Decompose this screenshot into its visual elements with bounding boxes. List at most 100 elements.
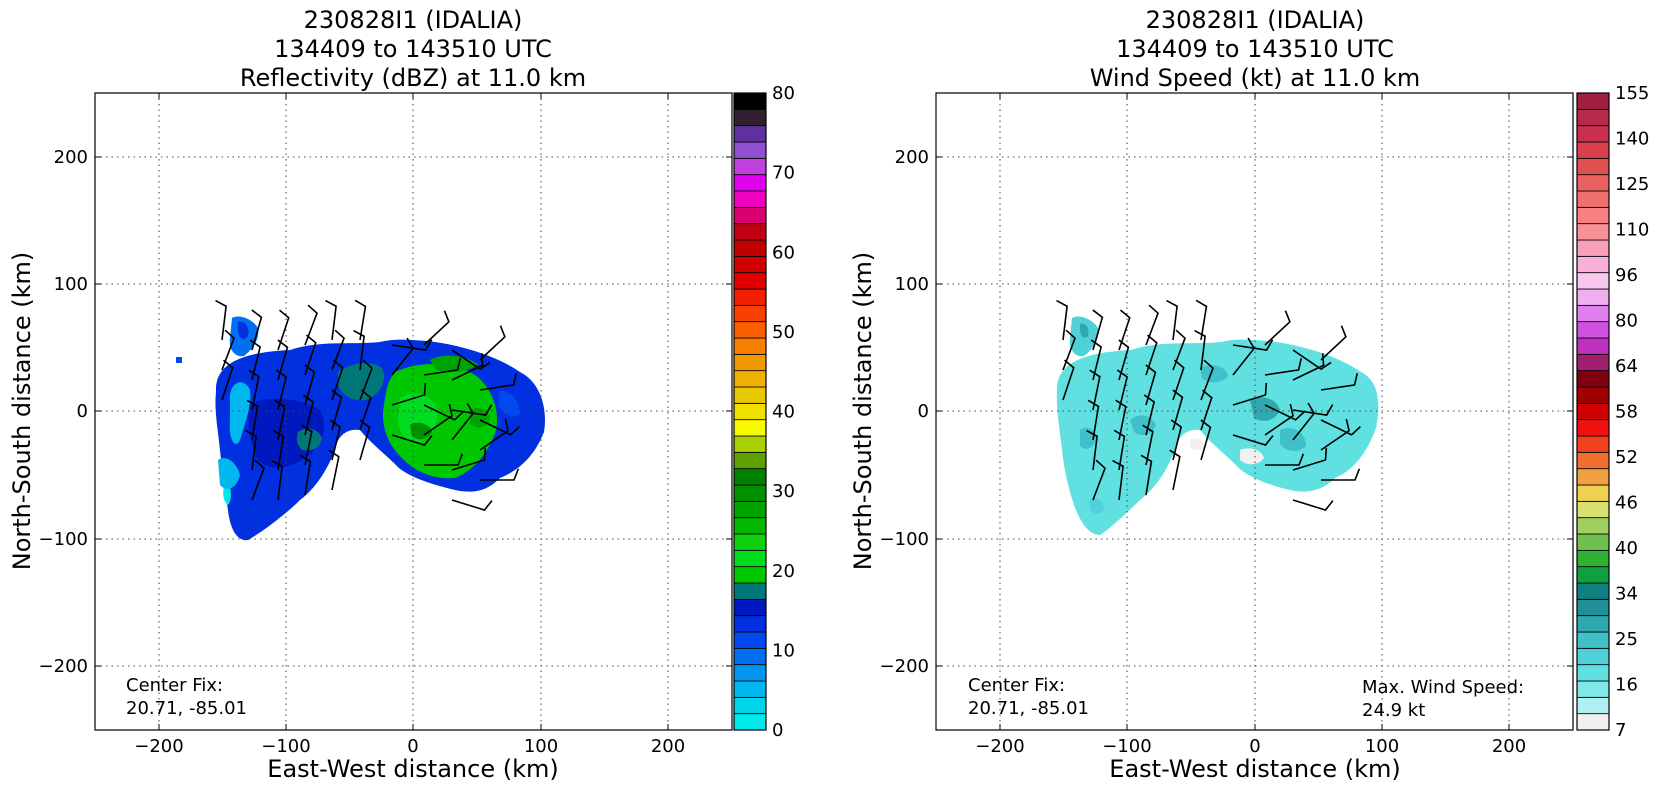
colorbar-segment bbox=[1576, 174, 1610, 192]
left-ytick-label: 0 bbox=[77, 401, 88, 422]
wind-barb bbox=[274, 399, 286, 441]
colorbar-segment bbox=[1576, 615, 1610, 633]
left-title-line-3: Reflectivity (dBZ) at 11.0 km bbox=[240, 64, 586, 92]
left-xtick-label: 200 bbox=[651, 736, 685, 757]
right-ytick-label: 200 bbox=[895, 147, 929, 168]
colorbar-segment bbox=[733, 402, 767, 421]
wind-barb bbox=[1200, 359, 1214, 401]
wind-barb bbox=[479, 418, 509, 451]
reflectivity-panel: 230828I1 (IDALIA) 134409 to 143510 UTC R… bbox=[8, 6, 795, 783]
right-ytick-label: −100 bbox=[880, 529, 929, 550]
wind-barb bbox=[1172, 359, 1185, 401]
wind-barb bbox=[1086, 429, 1098, 471]
left-echo-field bbox=[176, 316, 546, 541]
wind-barb bbox=[1232, 434, 1274, 446]
colorbar-segment bbox=[1576, 353, 1610, 372]
right-tick-marks bbox=[936, 93, 1573, 730]
wind-barb bbox=[1195, 299, 1208, 341]
colorbar-segment bbox=[733, 598, 767, 617]
wind-barb bbox=[1062, 329, 1076, 371]
wind-barb bbox=[451, 404, 493, 416]
right-xtick-label: 0 bbox=[1249, 736, 1260, 757]
colorbar-segment bbox=[1576, 386, 1610, 404]
colorbar-tick-label: 50 bbox=[772, 322, 795, 343]
wind-barb bbox=[359, 359, 373, 401]
right-xtick-label: −200 bbox=[975, 736, 1024, 757]
colorbar-segment bbox=[1576, 190, 1610, 208]
left-xtick-label: 100 bbox=[524, 736, 558, 757]
wind-barb bbox=[423, 310, 450, 346]
colorbar-segment bbox=[733, 451, 767, 470]
wind-barb bbox=[479, 373, 518, 391]
colorbar-segment bbox=[1576, 125, 1610, 143]
wind-barb bbox=[1232, 339, 1274, 351]
colorbar-segment bbox=[1576, 206, 1610, 225]
colorbar-segment bbox=[1576, 337, 1610, 355]
windspeed-panel: 230828I1 (IDALIA) 134409 to 143510 UTC W… bbox=[849, 6, 1649, 783]
colorbar-segment bbox=[733, 190, 767, 208]
wind-barb bbox=[1320, 325, 1347, 361]
colorbar-tick-label: 0 bbox=[772, 720, 783, 741]
windspeed-colorbar-ticks: 155 140 125 110 96 80 64 58 52 46 40 34 25 16 7 bbox=[1615, 83, 1649, 741]
wind-barb bbox=[301, 424, 313, 466]
left-ytick-label: 100 bbox=[54, 274, 88, 295]
left-center-fix-label: Center Fix: bbox=[126, 675, 223, 696]
colorbar-segment bbox=[1576, 631, 1610, 649]
colorbar-frame bbox=[733, 92, 767, 731]
wind-barb bbox=[1092, 309, 1104, 351]
reflectivity-colorbar bbox=[733, 92, 767, 731]
wind-barb bbox=[271, 459, 283, 501]
colorbar-segment bbox=[1576, 517, 1610, 535]
colorbar-frame bbox=[1576, 92, 1610, 731]
colorbar-tick-label: 7 bbox=[1615, 720, 1626, 741]
reflectivity-colorbar-ticks: 80 70 60 50 40 30 20 10 0 bbox=[772, 83, 795, 741]
colorbar-tick-label: 16 bbox=[1615, 675, 1638, 696]
right-xtick-label: 100 bbox=[1365, 736, 1399, 757]
wind-barb bbox=[1320, 373, 1359, 391]
colorbar-segment bbox=[733, 419, 767, 437]
colorbar-segment bbox=[733, 549, 767, 568]
right-title-line-1: 230828I1 (IDALIA) bbox=[1146, 6, 1365, 34]
colorbar-tick-label: 70 bbox=[772, 163, 795, 184]
colorbar-segment bbox=[733, 533, 767, 551]
colorbar-segment bbox=[1576, 304, 1610, 323]
left-y-axis-label: North-South distance (km) bbox=[8, 252, 36, 571]
wind-barb bbox=[1292, 404, 1334, 416]
wind-barb bbox=[1143, 394, 1156, 436]
wind-barb bbox=[424, 453, 464, 466]
colorbar-tick-label: 52 bbox=[1615, 447, 1638, 468]
colorbar-segment bbox=[733, 157, 767, 176]
right-xtick-label: −100 bbox=[1102, 736, 1151, 757]
wind-barb bbox=[423, 358, 462, 376]
wind-barb bbox=[221, 329, 235, 371]
wind-barb bbox=[1265, 453, 1305, 466]
colorbar-tick-label: 46 bbox=[1615, 493, 1638, 514]
colorbar-segment bbox=[733, 174, 767, 192]
colorbar-segment bbox=[733, 288, 767, 306]
wind-barb bbox=[1092, 459, 1106, 501]
wind-barb bbox=[1264, 403, 1294, 436]
wind-barb bbox=[251, 309, 263, 351]
colorbar-segment bbox=[1576, 566, 1610, 584]
colorbar-segment bbox=[1576, 484, 1610, 502]
wind-barb bbox=[1200, 389, 1213, 431]
colorbar-segment bbox=[1576, 321, 1610, 339]
colorbar-segment bbox=[1576, 223, 1610, 241]
wind-barb bbox=[1264, 404, 1305, 421]
right-ytick-label: 100 bbox=[895, 274, 929, 295]
right-wind-field bbox=[1056, 316, 1379, 535]
colorbar-tick-label: 64 bbox=[1615, 356, 1638, 377]
wind-barb bbox=[1264, 358, 1303, 376]
colorbar-segment bbox=[733, 272, 767, 290]
wind-barb bbox=[1089, 369, 1101, 411]
wind-barb bbox=[1264, 310, 1291, 346]
wind-barb bbox=[1142, 424, 1154, 466]
left-title-line-1: 230828I1 (IDALIA) bbox=[304, 6, 523, 34]
colorbar-segment bbox=[733, 647, 767, 666]
colorbar-segment bbox=[1576, 549, 1610, 568]
colorbar-segment bbox=[1576, 582, 1610, 600]
left-tick-marks bbox=[95, 93, 732, 730]
colorbar-segment bbox=[1576, 468, 1610, 486]
right-center-fix-value: 20.71, -85.01 bbox=[968, 698, 1089, 719]
wind-barb bbox=[1115, 399, 1127, 441]
